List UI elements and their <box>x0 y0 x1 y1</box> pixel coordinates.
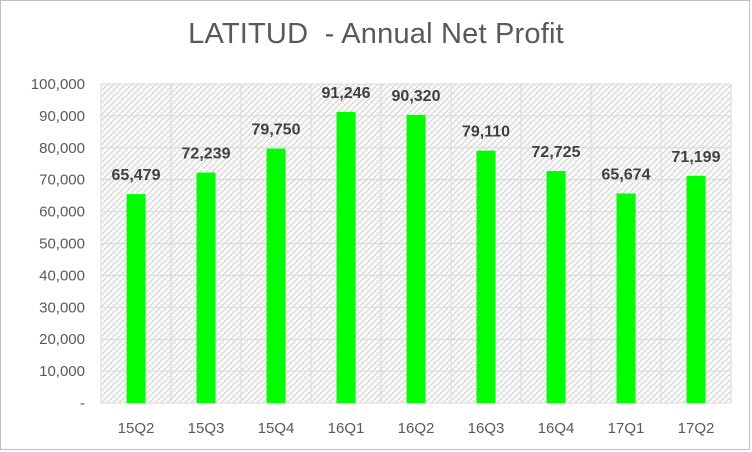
bars <box>126 111 706 403</box>
data-label: 79,110 <box>462 124 510 141</box>
data-label: 79,750 <box>252 122 301 139</box>
bar <box>126 194 146 403</box>
data-label: 72,239 <box>182 146 231 163</box>
bar <box>336 111 356 403</box>
y-tick-label: 80,000 <box>39 140 85 157</box>
y-tick-label: 50,000 <box>39 236 85 253</box>
y-tick-label: - <box>80 395 85 412</box>
y-tick-label: 90,000 <box>39 108 85 125</box>
y-tick-label: 100,000 <box>31 76 85 93</box>
data-label: 65,674 <box>602 166 651 183</box>
y-tick-label: 10,000 <box>39 363 85 380</box>
data-label: 71,199 <box>672 149 721 166</box>
y-tick-label: 20,000 <box>39 331 85 348</box>
bar <box>196 172 216 403</box>
data-label: 91,246 <box>322 85 371 102</box>
x-tick-label: 17Q1 <box>608 420 645 437</box>
x-tick-label: 15Q3 <box>188 420 225 437</box>
bar <box>616 193 636 403</box>
x-axis: 15Q2 15Q3 15Q4 16Q1 16Q2 16Q3 16Q4 17Q1 17Q2 <box>118 420 715 437</box>
y-tick-label: 30,000 <box>39 299 85 316</box>
y-tick-label: 60,000 <box>39 204 85 221</box>
bar <box>686 175 706 403</box>
x-tick-label: 16Q4 <box>538 420 575 437</box>
chart-title: LATITUD - Annual Net Profit <box>188 18 564 50</box>
data-label: 72,725 <box>532 144 581 161</box>
x-tick-label: 17Q2 <box>678 420 715 437</box>
y-tick-label: 40,000 <box>39 267 85 284</box>
x-tick-label: 15Q4 <box>258 420 295 437</box>
bar <box>406 114 426 403</box>
bar <box>476 150 496 403</box>
x-tick-label: 16Q3 <box>468 420 505 437</box>
x-tick-label: 16Q1 <box>328 420 365 437</box>
data-label: 65,479 <box>112 167 161 184</box>
x-tick-label: 16Q2 <box>398 420 435 437</box>
x-tick-label: 15Q2 <box>118 420 155 437</box>
bar <box>546 171 566 403</box>
y-axis: - 10,000 20,000 30,000 40,000 50,000 60,000 70,… <box>31 76 85 412</box>
data-label: 90,320 <box>392 88 441 105</box>
y-tick-label: 70,000 <box>39 172 85 189</box>
bar <box>266 148 286 403</box>
data-labels: 65,479 72,239 79,750 91,246 90,320 79,110 72,7… <box>112 85 721 184</box>
